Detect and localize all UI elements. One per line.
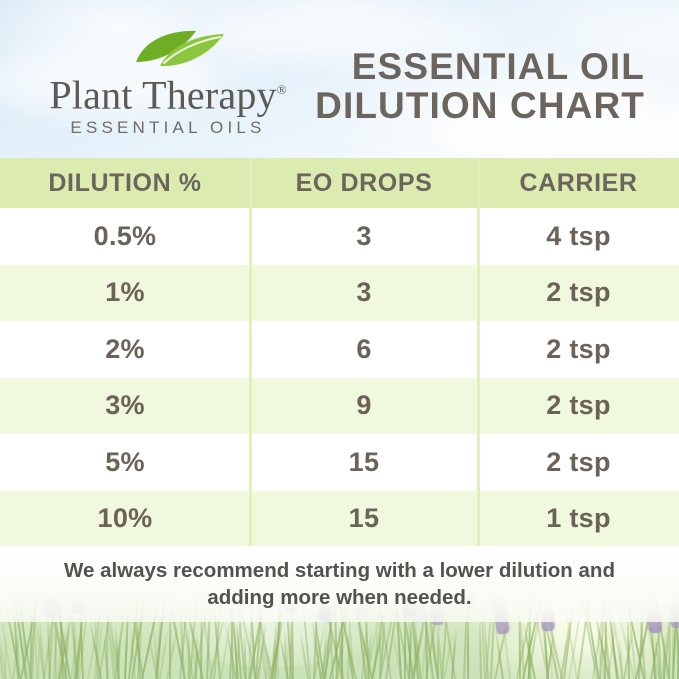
column-divider <box>249 377 252 434</box>
cell-eo-drops: 3 <box>356 277 372 308</box>
column-divider <box>249 490 252 547</box>
brand-name: Plant Therapy® <box>38 68 298 117</box>
bottom-haze-overlay <box>0 649 679 679</box>
column-divider <box>249 264 252 321</box>
table-row: 3% 9 2 tsp <box>0 377 679 434</box>
cell-eo-drops: 15 <box>348 503 380 534</box>
column-divider <box>249 158 252 208</box>
cell-eo-drops: 15 <box>348 446 380 477</box>
brand-logo: Plant Therapy® ESSENTIAL OILS <box>38 28 298 138</box>
cell-carrier: 2 tsp <box>546 277 611 308</box>
column-divider <box>249 321 252 378</box>
page-title: ESSENTIAL OIL DILUTION CHART <box>315 48 645 126</box>
table-header-row: DILUTION % EO DROPS CARRIER <box>0 158 679 208</box>
table-row: 5% 15 2 tsp <box>0 434 679 491</box>
dilution-table: DILUTION % EO DROPS CARRIER 0.5% 3 4 tsp… <box>0 158 679 547</box>
cell-eo-drops: 6 <box>356 333 372 364</box>
cell-eo-drops: 3 <box>356 220 372 251</box>
table-row: 2% 6 2 tsp <box>0 321 679 378</box>
cell-dilution: 3% <box>105 390 145 421</box>
brand-tagline: ESSENTIAL OILS <box>70 118 266 137</box>
footnote-text: We always recommend starting with a lowe… <box>0 546 679 622</box>
cell-carrier: 1 tsp <box>546 503 611 534</box>
cell-carrier: 2 tsp <box>546 333 611 364</box>
column-divider <box>477 490 480 547</box>
cell-dilution: 2% <box>105 333 145 364</box>
column-divider <box>249 208 252 265</box>
column-divider <box>477 377 480 434</box>
table-row: 0.5% 3 4 tsp <box>0 208 679 265</box>
table-row: 10% 15 1 tsp <box>0 490 679 547</box>
column-header-carrier: CARRIER <box>519 168 638 197</box>
registered-mark: ® <box>276 82 287 97</box>
column-divider <box>477 264 480 321</box>
title-line-2: DILUTION CHART <box>315 85 645 126</box>
cell-dilution: 1% <box>105 277 145 308</box>
cell-carrier: 2 tsp <box>546 446 611 477</box>
title-line-1: ESSENTIAL OIL <box>351 46 645 87</box>
cell-eo-drops: 9 <box>356 390 372 421</box>
column-divider <box>477 158 480 208</box>
cell-dilution: 0.5% <box>93 220 157 251</box>
cell-carrier: 2 tsp <box>546 390 611 421</box>
column-divider <box>249 434 252 491</box>
cell-dilution: 10% <box>97 503 153 534</box>
column-divider <box>477 321 480 378</box>
two-leaves-icon <box>134 28 226 68</box>
cell-carrier: 4 tsp <box>546 220 611 251</box>
table-row: 1% 3 2 tsp <box>0 264 679 321</box>
column-header-dilution: DILUTION % <box>48 168 202 197</box>
cell-dilution: 5% <box>105 446 145 477</box>
column-header-eo-drops: EO DROPS <box>295 168 433 197</box>
brand-name-text: Plant Therapy <box>49 72 277 118</box>
column-divider <box>477 434 480 491</box>
cloud-decoration <box>200 6 500 66</box>
header-sky-banner: Plant Therapy® ESSENTIAL OILS ESSENTIAL … <box>0 0 679 158</box>
column-divider <box>477 208 480 265</box>
